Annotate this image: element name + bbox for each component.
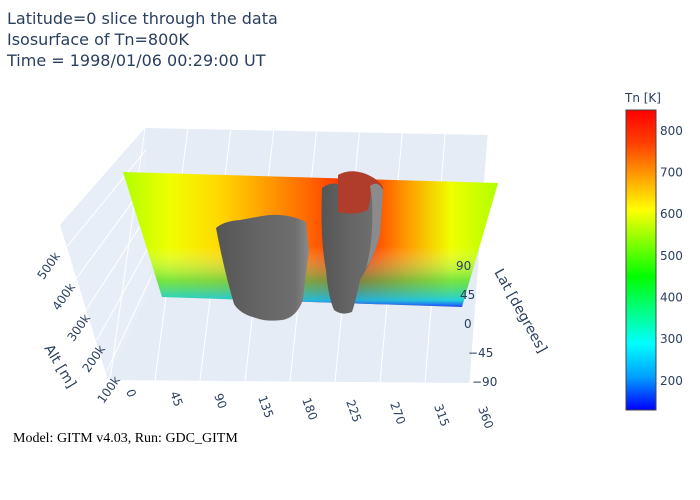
colorbar-tick-label: 200 [660, 374, 683, 388]
title-line: Latitude=0 slice through the data [7, 9, 278, 28]
x-tick-label: 360 [475, 404, 496, 430]
slice-base-shading [123, 172, 498, 307]
x-tick-label: 0 [123, 387, 139, 399]
isosurface-right [321, 183, 383, 314]
isosurface-800k [216, 171, 383, 321]
colorbar-tick-label: 600 [660, 207, 683, 221]
x-axis: 0 45 90 135 180 225 270 315 360 [123, 387, 496, 430]
isosurface-left [216, 214, 309, 321]
colorbar-ticks: 200 300 400 500 600 700 800 [660, 124, 683, 388]
chart-title: Latitude=0 slice through the data Isosur… [7, 8, 278, 71]
z-tick-label: 500k [34, 249, 63, 282]
x-tick-label: 90 [211, 391, 229, 410]
x-tick-label: 270 [387, 400, 408, 426]
colorbar-tick-label: 500 [660, 249, 683, 263]
x-tick-label: 315 [431, 402, 452, 428]
title-line: Time = 1998/01/06 00:29:00 UT [7, 51, 266, 70]
x-tick-label: 225 [343, 398, 364, 424]
x-tick-label: 180 [299, 396, 320, 422]
colorbar-tick-label: 400 [660, 291, 683, 305]
colorbar-tick-label: 700 [660, 166, 683, 180]
y-axis-title: Lat [degrees] [491, 266, 550, 356]
gridline [469, 134, 489, 384]
y-tick-label: 0 [464, 317, 472, 331]
model-caption: Model: GITM v4.03, Run: GDC_GITM [13, 431, 238, 446]
title-line: Isosurface of Tn=800K [7, 30, 189, 49]
y-tick-label: −45 [468, 346, 493, 360]
gridline [86, 212, 150, 309]
x-tick-label: 45 [167, 389, 185, 408]
y-tick-label: −90 [472, 375, 497, 389]
z-axis-title: Alt [m] [41, 342, 79, 391]
y-tick-label: 90 [456, 259, 471, 273]
z-tick-label: 400k [49, 280, 78, 313]
colorbar [625, 109, 657, 411]
gridline [66, 149, 147, 248]
gridline [106, 275, 153, 371]
colorbar-title: Tn [K] [624, 91, 661, 105]
x-tick-label: 135 [255, 394, 276, 420]
gridline [109, 127, 146, 381]
isosurface-right-rim [366, 183, 383, 268]
gridline [96, 243, 151, 340]
colorbar-tick-label: 800 [660, 124, 683, 138]
y-tick-label: 45 [460, 288, 475, 302]
colorbar-tick-label: 300 [660, 332, 683, 346]
y-axis: −90 −45 0 45 90 [456, 259, 497, 389]
